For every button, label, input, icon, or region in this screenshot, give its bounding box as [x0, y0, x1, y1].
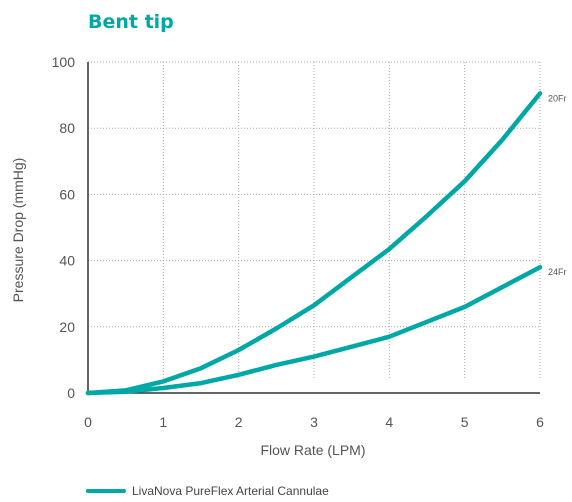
y-tick-label: 40	[59, 253, 75, 269]
y-tick-label: 0	[67, 385, 75, 401]
series-label-20fr: 20Fr	[548, 93, 567, 103]
y-tick-label: 80	[59, 120, 75, 136]
x-tick-label: 1	[159, 414, 167, 430]
legend-label: LivaNova PureFlex Arterial Cannulae	[132, 484, 329, 498]
axes	[87, 62, 540, 394]
grid-lines	[88, 61, 541, 378]
chart-title: Bent tip	[88, 11, 174, 33]
tick-labels: 0 20 40 60 80 100 0 1 2 3 4 5 6	[52, 54, 544, 430]
x-tick-label: 0	[84, 414, 92, 430]
series-lines	[85, 91, 543, 396]
legend: LivaNova PureFlex Arterial Cannulae	[86, 484, 329, 498]
x-tick-label: 6	[536, 414, 544, 430]
y-tick-label: 20	[59, 319, 75, 335]
x-tick-label: 5	[461, 414, 469, 430]
x-tick-label: 2	[235, 414, 243, 430]
x-tick-label: 4	[385, 414, 393, 430]
x-axis-label: Flow Rate (LPM)	[260, 442, 365, 458]
y-tick-label: 100	[52, 54, 76, 70]
series-end-labels: 20Fr 24Fr	[548, 93, 567, 277]
y-axis-label: Pressure Drop (mmHg)	[10, 158, 26, 303]
series-line-24fr	[85, 264, 543, 396]
y-tick-label: 60	[59, 186, 75, 202]
x-tick-label: 3	[310, 414, 318, 430]
series-line-20fr	[85, 91, 543, 396]
series-label-24fr: 24Fr	[548, 267, 567, 277]
